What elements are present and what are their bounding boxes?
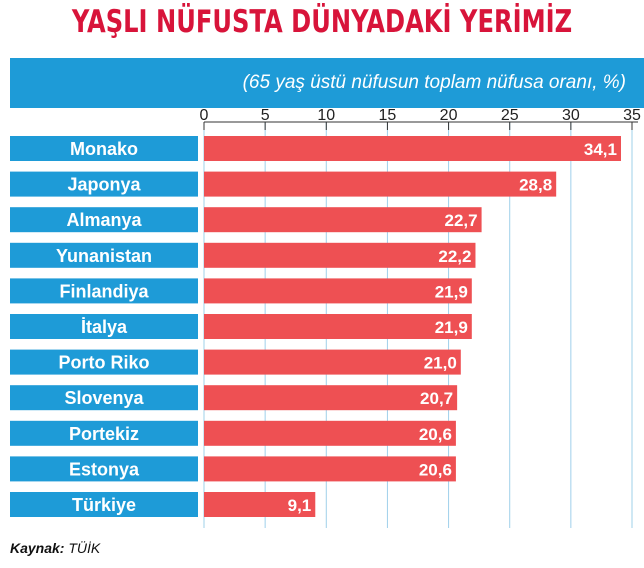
value-label: 21,9 bbox=[435, 282, 468, 301]
category-band bbox=[10, 314, 198, 339]
tick-layer: 0 5 10 15 20 25 30 35 bbox=[200, 107, 641, 130]
category-label: Portekiz bbox=[69, 424, 139, 444]
category-label: Monako bbox=[70, 139, 138, 159]
source-label: Kaynak: bbox=[10, 540, 65, 556]
x-tick-label: 25 bbox=[501, 107, 519, 124]
source-value: TÜİK bbox=[68, 540, 101, 556]
category-label: Türkiye bbox=[72, 495, 136, 515]
category-band bbox=[10, 385, 198, 411]
category-band bbox=[10, 278, 198, 304]
bar-chart: 0 5 10 15 20 25 30 35 Monako Japonya Almanya Yunan… bbox=[10, 107, 641, 528]
category-band bbox=[10, 242, 198, 268]
bar bbox=[204, 278, 472, 304]
category-band bbox=[10, 492, 198, 517]
category-band bbox=[10, 207, 198, 233]
category-band bbox=[10, 349, 198, 375]
value-label: 20,7 bbox=[420, 389, 453, 408]
x-tick-label: 30 bbox=[562, 107, 580, 124]
bar bbox=[204, 242, 476, 268]
value-label: 20,6 bbox=[419, 425, 452, 444]
category-band bbox=[10, 456, 198, 482]
chart-subtitle: (65 yaş üstü nüfusun toplam nüfusa oranı… bbox=[242, 72, 626, 93]
value-label: 21,0 bbox=[424, 354, 457, 373]
category-band bbox=[10, 171, 198, 197]
x-tick-label: 15 bbox=[379, 107, 397, 124]
category-label: Yunanistan bbox=[56, 246, 152, 266]
category-label: Japonya bbox=[67, 175, 141, 195]
bar bbox=[204, 456, 456, 482]
bar bbox=[204, 314, 472, 339]
value-label: 21,9 bbox=[435, 318, 468, 337]
category-band-layer: Monako Japonya Almanya Yunanistan Finlandiya… bbox=[10, 136, 198, 517]
value-label: 22,2 bbox=[438, 247, 471, 266]
bar bbox=[204, 420, 456, 446]
x-tick-label: 0 bbox=[200, 107, 209, 124]
bar bbox=[204, 349, 461, 375]
bar bbox=[204, 171, 557, 197]
bar bbox=[204, 385, 458, 411]
value-label: 20,6 bbox=[419, 460, 452, 479]
x-tick-label: 10 bbox=[317, 107, 335, 124]
category-label: Slovenya bbox=[64, 388, 144, 408]
x-tick-label: 35 bbox=[623, 107, 641, 124]
value-label: 28,8 bbox=[519, 176, 552, 195]
bar bbox=[204, 492, 316, 517]
chart-title: YAŞLI NÜFUSTA DÜNYADAKİ YERİMİZ bbox=[71, 4, 573, 40]
category-label: İtalya bbox=[81, 317, 128, 337]
bar bbox=[204, 136, 621, 161]
x-tick-label: 5 bbox=[261, 107, 270, 124]
subtitle-band: (65 yaş üstü nüfusun toplam nüfusa oranı… bbox=[10, 58, 644, 108]
value-label: 34,1 bbox=[584, 140, 617, 159]
bar-layer: 34,1 28,8 22,7 22,2 21,9 21,9 21,0 20,7 20,6 20,6… bbox=[204, 136, 621, 517]
category-band bbox=[10, 420, 198, 446]
category-label: Estonya bbox=[69, 459, 140, 479]
category-band bbox=[10, 136, 198, 161]
category-label: Almanya bbox=[66, 210, 142, 230]
source-note: Kaynak: TÜİK bbox=[10, 540, 100, 556]
category-label: Finlandiya bbox=[59, 281, 149, 301]
value-label: 9,1 bbox=[288, 496, 312, 515]
value-label: 22,7 bbox=[444, 211, 477, 230]
category-label: Porto Riko bbox=[58, 353, 149, 373]
x-tick-label: 20 bbox=[440, 107, 458, 124]
bar bbox=[204, 207, 482, 233]
